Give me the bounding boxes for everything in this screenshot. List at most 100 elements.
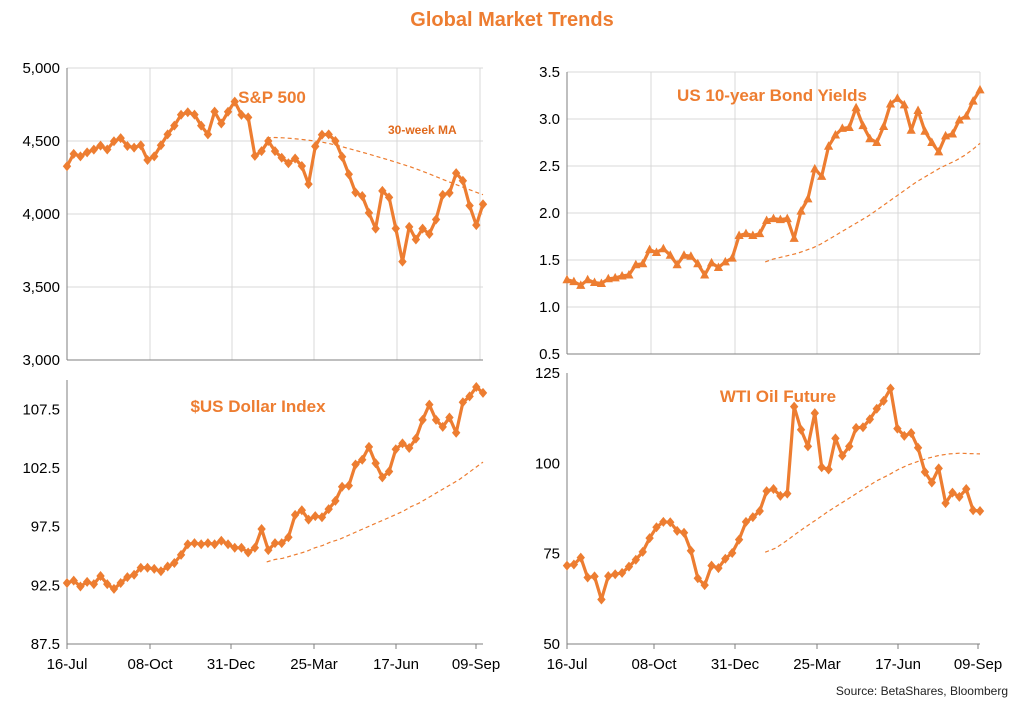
- data-point: [311, 141, 320, 152]
- data-point: [217, 535, 226, 546]
- data-point: [384, 192, 394, 203]
- data-point: [129, 569, 139, 580]
- data-point: [645, 244, 655, 254]
- data-point: [123, 140, 132, 151]
- y-tick-label: 3,500: [22, 279, 60, 296]
- data-point: [658, 243, 668, 253]
- data-point: [250, 150, 260, 161]
- data-point: [411, 234, 421, 245]
- data-point: [721, 553, 730, 564]
- data-point: [203, 538, 213, 549]
- data-point: [237, 542, 246, 553]
- data-point: [69, 148, 78, 159]
- data-point: [927, 137, 937, 146]
- x-tick-label: 16-Jul: [547, 656, 588, 673]
- data-point: [472, 220, 481, 231]
- data-point: [638, 546, 647, 557]
- data-point: [297, 505, 307, 516]
- data-point: [217, 118, 226, 129]
- data-point: [203, 129, 213, 140]
- data-point: [324, 504, 333, 515]
- y-tick-label: 102.5: [22, 460, 60, 477]
- data-point: [707, 560, 716, 571]
- data-point: [617, 567, 627, 578]
- data-point: [666, 517, 675, 528]
- data-point: [913, 105, 923, 115]
- data-point: [741, 516, 751, 527]
- data-point: [831, 433, 840, 444]
- y-tick-label: 1.5: [539, 252, 560, 269]
- x-tick-label: 31-Dec: [207, 656, 256, 673]
- data-point: [62, 577, 72, 588]
- y-tick-label: 4,500: [22, 133, 60, 150]
- data-point: [96, 140, 105, 151]
- data-point: [431, 214, 441, 225]
- data-point: [378, 472, 387, 483]
- data-point: [817, 171, 827, 180]
- data-point: [823, 141, 834, 150]
- data-point: [297, 160, 307, 171]
- y-tick-label: 3.5: [539, 64, 560, 81]
- data-point: [404, 221, 414, 232]
- data-point: [458, 397, 468, 408]
- chart-main-title: Global Market Trends: [410, 9, 614, 31]
- data-point: [257, 146, 266, 157]
- data-point: [143, 154, 152, 165]
- data-point: [631, 554, 641, 565]
- data-point: [109, 136, 119, 147]
- data-point: [250, 542, 260, 553]
- panel-title: $US Dollar Index: [190, 397, 326, 416]
- data-point: [478, 199, 488, 210]
- data-point: [927, 477, 937, 488]
- x-tick-label: 09-Sep: [452, 656, 500, 673]
- data-point: [317, 512, 327, 523]
- data-point: [892, 93, 902, 102]
- data-point: [796, 206, 806, 215]
- data-point: [906, 125, 916, 134]
- data-point: [223, 539, 233, 550]
- data-point: [284, 158, 293, 169]
- data-point: [610, 569, 620, 580]
- y-tick-label: 97.5: [31, 519, 60, 536]
- data-point: [872, 403, 881, 414]
- data-point: [136, 140, 146, 151]
- data-point: [264, 545, 273, 556]
- data-point: [810, 163, 820, 173]
- data-point: [679, 527, 689, 538]
- data-point: [170, 120, 179, 131]
- data-point: [183, 107, 192, 118]
- data-point: [183, 539, 192, 550]
- y-tick-label: 87.5: [31, 636, 60, 653]
- data-point: [700, 270, 710, 279]
- data-point: [317, 129, 327, 140]
- data-point: [103, 579, 112, 590]
- data-point: [398, 256, 407, 267]
- data-point: [391, 223, 400, 234]
- data-point: [109, 583, 119, 594]
- data-point: [243, 547, 253, 558]
- data-point: [337, 151, 347, 162]
- x-tick-label: 25-Mar: [290, 656, 338, 673]
- data-point: [96, 570, 105, 581]
- data-point: [755, 506, 764, 517]
- data-point: [597, 594, 606, 605]
- y-tick-label: 100: [535, 455, 560, 472]
- data-point: [337, 481, 347, 492]
- data-point: [418, 414, 427, 425]
- data-point: [358, 454, 367, 465]
- data-point: [290, 153, 300, 164]
- y-tick-label: 92.5: [31, 577, 60, 594]
- data-point: [237, 109, 246, 120]
- data-point: [748, 230, 758, 240]
- data-point: [465, 200, 474, 211]
- moving-average-annotation: 30-week MA: [388, 123, 457, 137]
- data-point: [858, 422, 868, 433]
- y-tick-label: 0.5: [539, 346, 560, 363]
- data-point: [734, 230, 744, 240]
- data-point: [583, 274, 593, 284]
- data-point: [734, 534, 744, 545]
- data-point: [796, 424, 806, 435]
- data-point: [686, 251, 696, 260]
- data-point: [714, 563, 723, 574]
